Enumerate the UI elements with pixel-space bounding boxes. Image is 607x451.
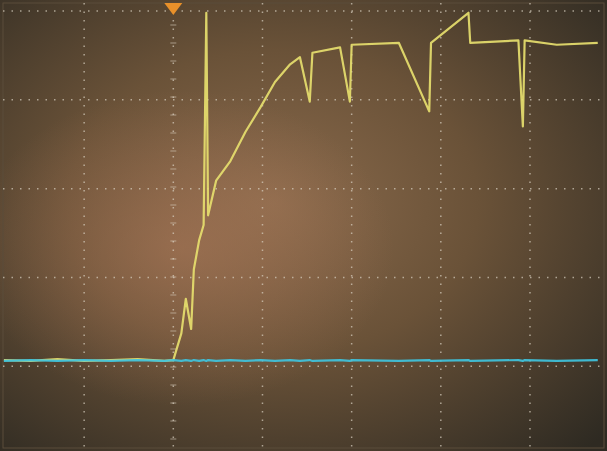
minor-tick	[170, 187, 176, 188]
grid-line-x	[173, 3, 175, 448]
minor-tick	[170, 367, 176, 368]
minor-tick	[170, 277, 176, 278]
screen-glare	[0, 0, 607, 451]
grid-line-x	[262, 3, 264, 448]
minor-tick	[170, 79, 176, 80]
grid-line-y	[3, 277, 604, 279]
grid-line-y	[3, 10, 604, 12]
grid-line-x	[529, 3, 531, 448]
trigger-marker	[164, 3, 182, 15]
minor-tick	[170, 223, 176, 224]
minor-tick	[170, 259, 176, 260]
grid	[3, 3, 604, 448]
minor-tick	[170, 115, 176, 116]
minor-tick	[170, 25, 176, 26]
trace	[4, 359, 598, 362]
grid-line-x	[83, 3, 85, 448]
minor-tick	[170, 97, 176, 98]
minor-tick	[170, 331, 176, 332]
minor-tick	[170, 151, 176, 152]
minor-tick	[170, 421, 176, 422]
grid-line-y	[3, 366, 604, 368]
minor-tick	[170, 133, 176, 134]
minor-tick	[170, 241, 176, 242]
minor-tick	[170, 169, 176, 170]
minor-tick	[170, 61, 176, 62]
minor-tick	[170, 43, 176, 44]
minor-tick	[170, 385, 176, 386]
grid-line-y	[3, 188, 604, 190]
plot-frame	[3, 3, 604, 448]
grid-line-x	[440, 3, 442, 448]
grid-line-y	[3, 99, 604, 101]
minor-tick	[170, 205, 176, 206]
minor-tick	[170, 439, 176, 440]
oscilloscope-chart	[0, 0, 607, 451]
traces	[4, 13, 598, 361]
minor-tick	[170, 313, 176, 314]
minor-tick	[170, 403, 176, 404]
screen-background	[0, 0, 607, 451]
trace	[4, 13, 598, 361]
minor-tick	[170, 295, 176, 296]
